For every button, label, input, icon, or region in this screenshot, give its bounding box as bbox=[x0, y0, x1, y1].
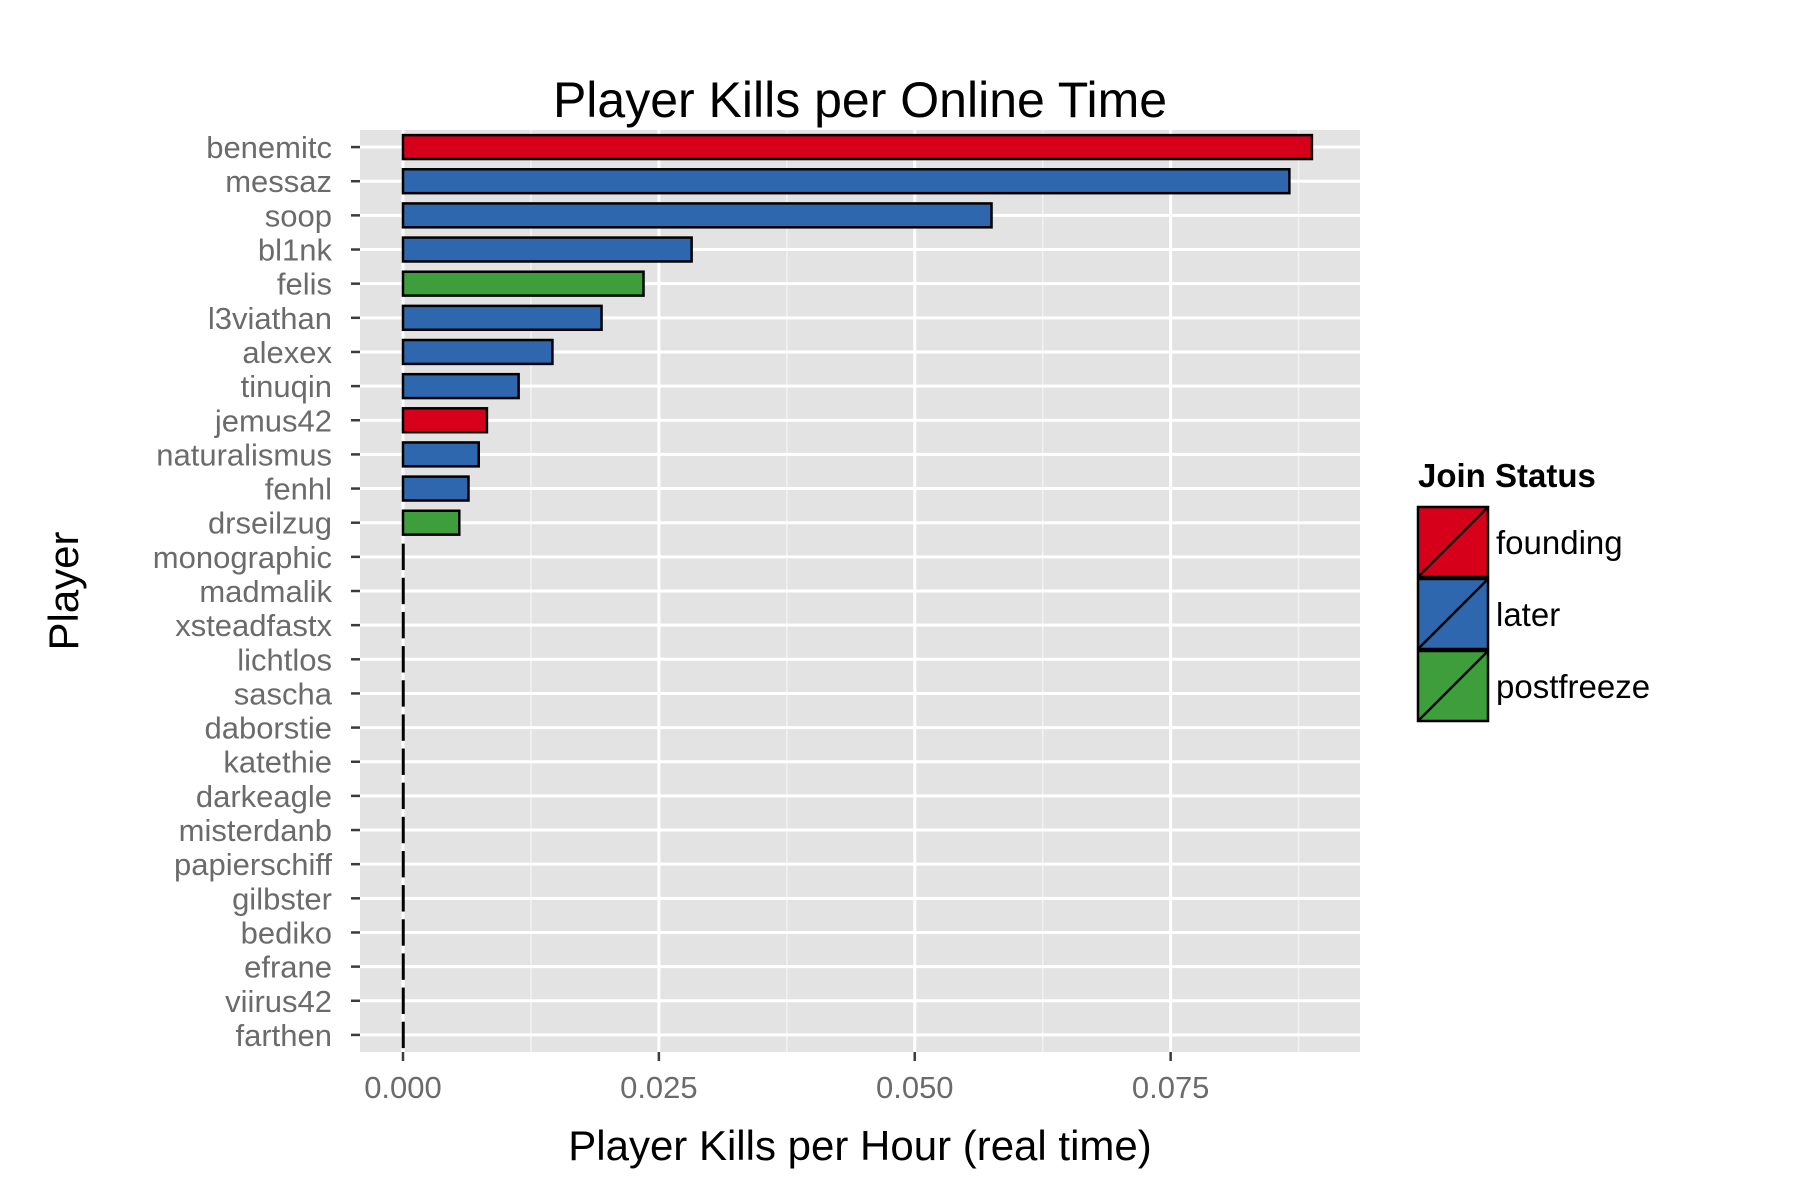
y-tick-label: tinuqin bbox=[241, 369, 332, 404]
bar-bediko bbox=[401, 919, 405, 946]
bar-xsteadfastx bbox=[401, 611, 405, 639]
x-tick-label: 0.050 bbox=[876, 1070, 954, 1105]
bar-sascha bbox=[401, 680, 405, 707]
y-tick-label: felis bbox=[277, 267, 332, 302]
legend-title: Join Status bbox=[1418, 457, 1596, 494]
y-tick-label: papierschiff bbox=[174, 847, 332, 882]
bar-lichtlos bbox=[401, 646, 405, 673]
bar-viirus42 bbox=[401, 987, 405, 1014]
y-tick-label: lichtlos bbox=[237, 642, 332, 677]
bar-jemus42 bbox=[401, 407, 489, 434]
y-tick-label: naturalismus bbox=[156, 437, 332, 472]
legend-item-later: later bbox=[1416, 577, 1560, 651]
y-tick-label: bediko bbox=[241, 915, 332, 950]
x-ticks: 0.000 0.025 0.050 0.075 bbox=[364, 1052, 1209, 1105]
legend: Join Status founding later postfreeze bbox=[1416, 457, 1650, 723]
legend-label-founding: founding bbox=[1496, 524, 1623, 561]
y-tick-label: l3viathan bbox=[208, 301, 332, 336]
bar-fenhl bbox=[401, 475, 470, 502]
bar-soop bbox=[401, 202, 993, 229]
y-tick-label: fenhl bbox=[265, 472, 332, 507]
y-tick-label: farthen bbox=[235, 1018, 332, 1053]
y-tick-label: jemus42 bbox=[214, 403, 332, 438]
legend-key-diagonal bbox=[1417, 506, 1489, 578]
bar-felis bbox=[401, 270, 645, 297]
bars bbox=[401, 133, 1314, 1049]
y-tick-label: bl1nk bbox=[258, 233, 333, 268]
y-tick-label: monographic bbox=[153, 540, 332, 575]
bar-tinuqin bbox=[401, 372, 520, 400]
y-tick-label: benemitc bbox=[206, 130, 332, 165]
legend-item-postfreeze: postfreeze bbox=[1416, 649, 1650, 723]
y-tick-label: darkeagle bbox=[196, 779, 332, 814]
bar-bl1nk bbox=[401, 236, 693, 263]
y-tick-label: soop bbox=[265, 198, 332, 233]
y-tick-label: efrane bbox=[244, 950, 332, 985]
bar-papierschiff bbox=[401, 850, 405, 878]
y-ticks: benemitcmessazsoopbl1nkfelisl3viathanale… bbox=[153, 130, 360, 1053]
x-tick-label: 0.075 bbox=[1132, 1070, 1210, 1105]
y-tick-label: drseilzug bbox=[208, 506, 332, 541]
bar-madmalik bbox=[401, 577, 405, 605]
legend-items: founding later postfreeze bbox=[1416, 505, 1650, 723]
bar-daborstie bbox=[401, 714, 405, 741]
bar-naturalismus bbox=[401, 441, 480, 468]
y-tick-label: xsteadfastx bbox=[175, 608, 332, 643]
bar-farthen bbox=[401, 1021, 405, 1049]
bar-alexex bbox=[401, 338, 554, 366]
y-axis-title: Player bbox=[40, 531, 87, 650]
y-tick-label: misterdanb bbox=[179, 813, 332, 848]
chart-title: Player Kills per Online Time bbox=[553, 72, 1167, 128]
bar-katethie bbox=[401, 748, 405, 775]
y-tick-label: messaz bbox=[225, 164, 332, 199]
bar-misterdanb bbox=[401, 816, 405, 844]
legend-label-postfreeze: postfreeze bbox=[1496, 668, 1650, 705]
bar-darkeagle bbox=[401, 782, 405, 810]
bar-l3viathan bbox=[401, 304, 603, 332]
y-tick-label: gilbster bbox=[232, 881, 332, 916]
bar-messaz bbox=[401, 168, 1291, 195]
legend-item-founding: founding bbox=[1416, 505, 1623, 579]
y-tick-label: viirus42 bbox=[225, 984, 332, 1019]
bar-benemitc bbox=[401, 133, 1314, 161]
bar-gilbster bbox=[401, 885, 405, 912]
x-tick-label: 0.025 bbox=[620, 1070, 698, 1105]
x-tick-label: 0.000 bbox=[364, 1070, 442, 1105]
y-tick-label: sascha bbox=[234, 676, 333, 711]
y-tick-label: alexex bbox=[242, 335, 332, 370]
x-axis-title: Player Kills per Hour (real time) bbox=[568, 1122, 1152, 1169]
legend-label-later: later bbox=[1496, 596, 1560, 633]
y-tick-label: madmalik bbox=[199, 574, 332, 609]
y-tick-label: katethie bbox=[223, 745, 332, 780]
legend-key-diagonal bbox=[1417, 650, 1489, 722]
legend-key-diagonal bbox=[1417, 578, 1489, 650]
bar-monographic bbox=[401, 543, 405, 571]
bar-efrane bbox=[401, 953, 405, 980]
bar-drseilzug bbox=[401, 509, 461, 536]
y-tick-label: daborstie bbox=[204, 711, 332, 746]
